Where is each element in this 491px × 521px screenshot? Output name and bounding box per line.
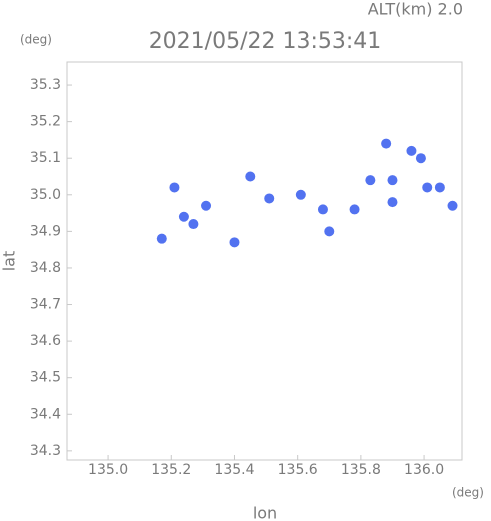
echo-point xyxy=(295,189,306,200)
echo-point xyxy=(156,233,167,244)
echo-point xyxy=(415,153,426,164)
echo-point xyxy=(387,197,398,208)
echo-point xyxy=(169,182,180,193)
echo-point xyxy=(317,204,328,215)
y-tick-label: 34.9 xyxy=(30,223,61,239)
echo-point xyxy=(201,200,212,211)
y-tick-label: 35.0 xyxy=(30,187,61,203)
y-tick-label: 34.4 xyxy=(30,406,61,422)
echo-point xyxy=(406,145,417,156)
plot-frame xyxy=(66,61,463,461)
echo-point xyxy=(422,182,433,193)
y-tick-label: 35.1 xyxy=(30,150,61,166)
altitude-label: ALT(km) 2.0 xyxy=(368,0,463,19)
echo-point xyxy=(365,175,376,186)
x-tick-label: 135.0 xyxy=(88,462,128,478)
x-tick-label: 135.4 xyxy=(214,462,254,478)
chart-title: 2021/05/22 13:53:41 xyxy=(149,29,382,54)
x-tick-label: 135.6 xyxy=(278,462,318,478)
y-tick-label: 34.6 xyxy=(30,333,61,349)
echo-point xyxy=(349,204,360,215)
y-tick-label: 35.3 xyxy=(30,77,61,93)
y-tick-label: 34.3 xyxy=(30,443,61,459)
echo-point xyxy=(324,226,335,237)
y-axis-label: lat xyxy=(0,251,19,272)
x-tick-label: 136.0 xyxy=(404,462,444,478)
echo-point xyxy=(264,193,275,204)
x-tick-label: 135.8 xyxy=(341,462,381,478)
y-tick-label: 34.7 xyxy=(30,297,61,313)
echo-point xyxy=(178,211,189,222)
x-tick-label: 135.2 xyxy=(151,462,191,478)
echo-point xyxy=(245,171,256,182)
y-tick-label: 34.8 xyxy=(30,260,61,276)
x-axis-label: lon xyxy=(253,504,277,521)
x-unit: (deg) xyxy=(452,486,484,500)
echo-point xyxy=(387,175,398,186)
echo-point xyxy=(229,237,240,248)
echo-point xyxy=(381,138,392,149)
echo-point xyxy=(188,219,199,230)
y-unit: (deg) xyxy=(20,33,52,47)
y-tick-label: 35.2 xyxy=(30,114,61,130)
y-tick-label: 34.5 xyxy=(30,370,61,386)
echo-point xyxy=(434,182,445,193)
echo-point xyxy=(447,200,458,211)
